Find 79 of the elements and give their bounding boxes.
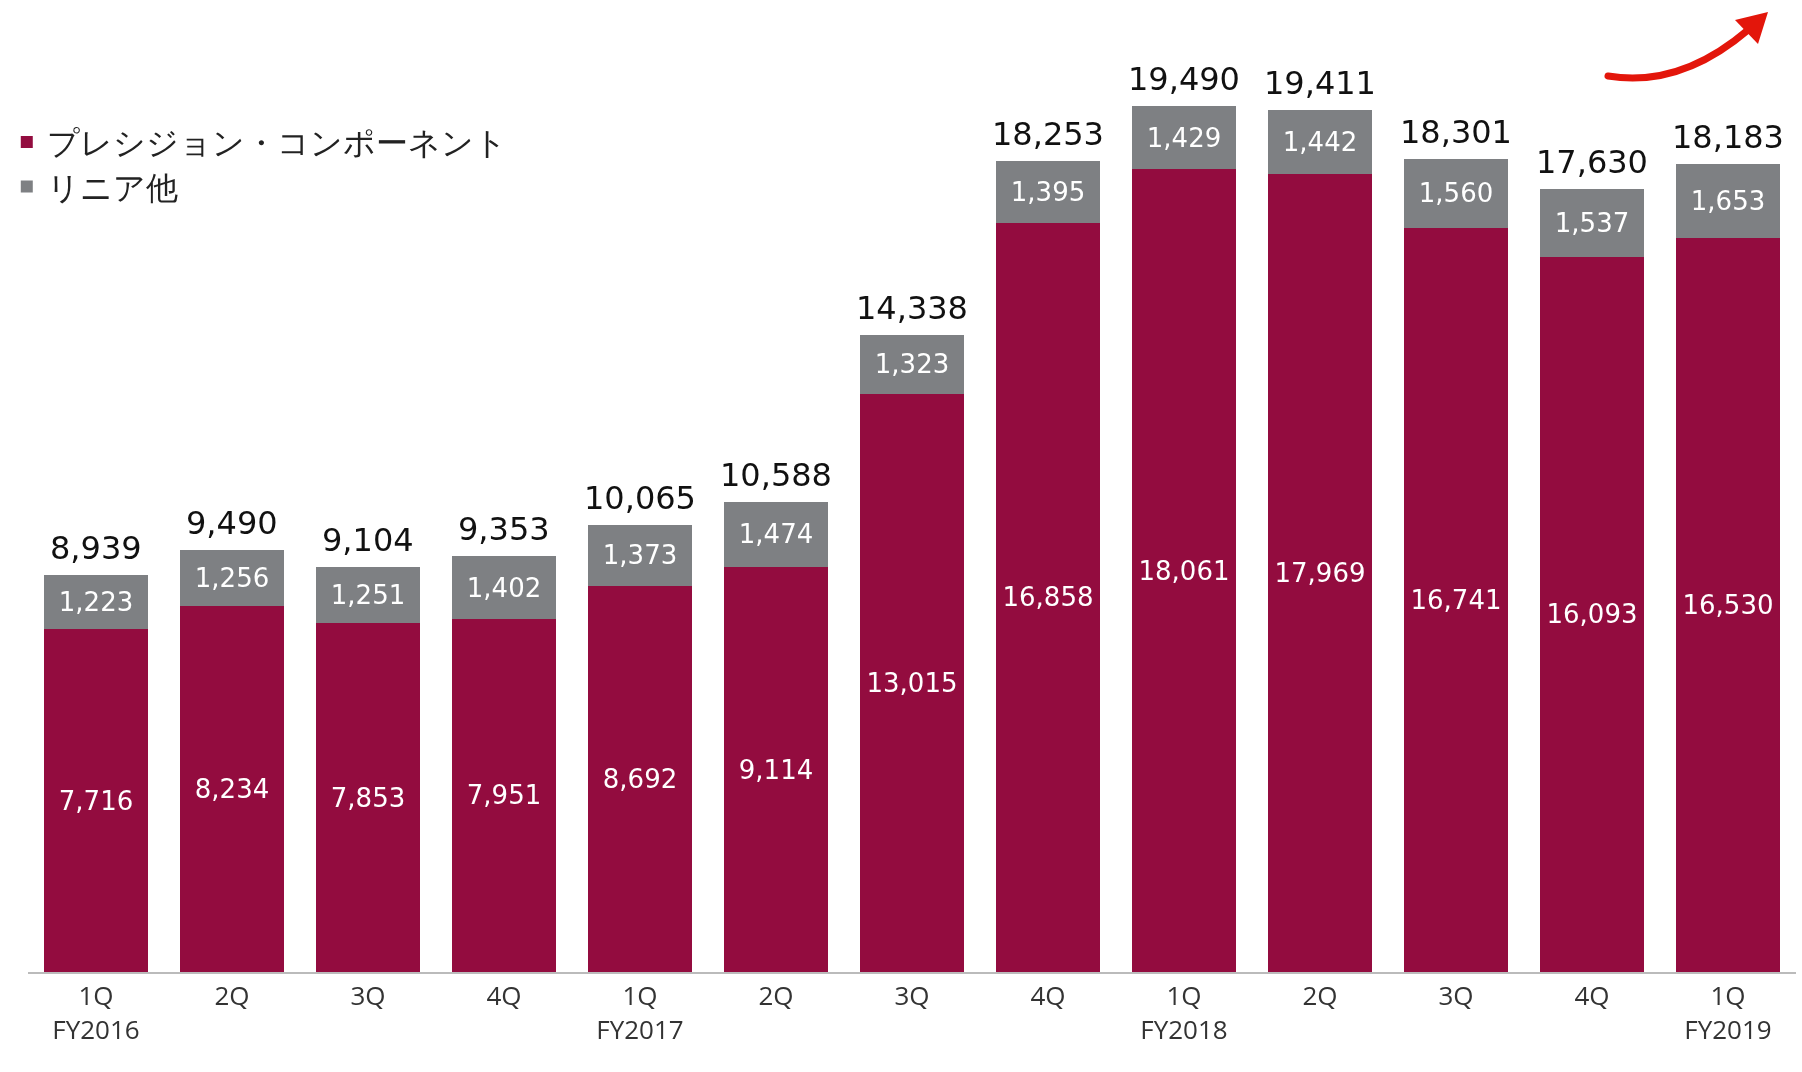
bar [451,556,557,619]
data-label: 1,402 [466,572,542,603]
x-tick-label: 2Q [1302,977,1338,1014]
total-label: 10,065 [584,479,696,517]
total-label: 8,939 [50,529,142,567]
bar [723,501,829,568]
data-label: 17,969 [1274,557,1366,588]
bar [315,623,421,972]
x-tick-label: 1Q FY2016 [52,977,140,1047]
data-label: 1,251 [330,580,406,611]
bar [1539,188,1645,257]
data-label: 18,061 [1138,555,1230,586]
bar [859,393,965,972]
data-label: 8,692 [602,763,678,794]
x-tick-label: 3Q [350,977,386,1014]
data-label: 1,442 [1282,126,1358,157]
bar [1267,173,1373,972]
bar [1267,109,1373,174]
bar [315,567,421,624]
legend-label: リニア他 [46,165,178,209]
data-label: 1,537 [1554,207,1630,238]
bar [1403,228,1509,972]
x-tick-label: 4Q [1574,977,1610,1014]
bar [1675,237,1781,972]
data-label: 1,323 [874,349,950,380]
total-label: 18,301 [1400,113,1512,151]
total-label: 10,588 [720,456,832,494]
total-label: 9,353 [458,510,550,548]
x-tick-label: 1Q FY2017 [596,977,684,1047]
bar [859,334,965,394]
data-label: 1,474 [738,519,814,550]
data-label: 1,429 [1146,122,1222,153]
data-label: 7,716 [58,785,134,816]
bar [1539,256,1645,972]
data-label: 1,653 [1690,185,1766,216]
data-label: 7,951 [466,780,542,811]
x-tick-label: 2Q [758,977,794,1014]
bar [1131,106,1237,170]
bar [1403,158,1509,229]
x-tick-label: 3Q [1438,977,1474,1014]
total-label: 18,183 [1672,118,1784,156]
data-label: 13,015 [866,667,958,698]
legend-label: プレシジョン・コンポーネント [46,120,507,164]
data-label: 16,093 [1546,599,1638,630]
x-tick-label: 1Q FY2018 [1140,977,1228,1047]
bar [451,618,557,972]
data-label: 1,223 [58,586,134,617]
bar [1675,164,1781,238]
data-label: 1,256 [194,563,270,594]
data-label: 7,853 [330,782,406,813]
data-label: 1,395 [1010,176,1086,207]
data-label: 1,560 [1418,178,1494,209]
total-label: 18,253 [992,115,1104,153]
total-label: 9,490 [186,504,278,542]
x-tick-label: 2Q [214,977,250,1014]
bar [1131,169,1237,972]
data-label: 16,530 [1682,589,1774,620]
total-label: 14,338 [856,289,968,327]
total-label: 19,411 [1264,64,1376,102]
bar [995,222,1101,972]
x-tick-label: 4Q [486,977,522,1014]
total-label: 19,490 [1128,60,1240,98]
bar [995,160,1101,223]
data-label: 8,234 [194,774,270,805]
bar [179,550,285,607]
data-label: 1,373 [602,540,678,571]
bar [587,585,693,972]
x-tick-label: 3Q [894,977,930,1014]
bar [723,567,829,972]
bar [43,629,149,972]
x-tick-label: 1Q FY2019 [1684,977,1772,1047]
total-label: 9,104 [322,521,414,559]
data-label: 9,114 [738,754,814,785]
bar [587,524,693,586]
total-label: 17,630 [1536,143,1648,181]
data-label: 16,741 [1410,585,1502,616]
data-label: 16,858 [1002,582,1094,613]
bar [179,606,285,972]
x-tick-label: 4Q [1030,977,1066,1014]
